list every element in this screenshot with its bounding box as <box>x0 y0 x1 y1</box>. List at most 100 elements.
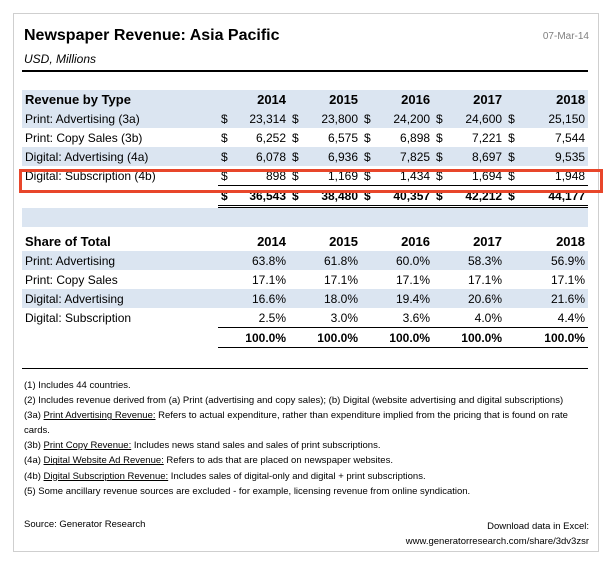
share-value: 63.8% <box>218 251 289 270</box>
footnote-prefix: (4a) <box>24 455 44 467</box>
page-subtitle: USD, Millions <box>24 52 97 66</box>
share-value: 58.3% <box>433 251 505 270</box>
footnote-text: Refers to ads that are placed on newspap… <box>163 455 393 467</box>
footnote-term: Digital Website Ad Revenue: <box>43 455 164 467</box>
footnote-prefix: (2) <box>24 395 39 407</box>
footnote: (4a) Digital Website Ad Revenue: Refers … <box>24 453 584 468</box>
share-value: 60.0% <box>361 251 433 270</box>
footnote-text: Refers to actual expenditure, rather tha… <box>24 410 568 437</box>
currency-symbol: $ <box>289 109 306 128</box>
currency-symbol: $ <box>292 130 299 145</box>
revenue-year-header: 2015 <box>289 90 362 109</box>
currency-symbol: $ <box>433 147 450 166</box>
footnote: (5) Some ancillary revenue sources are e… <box>24 484 584 499</box>
footnote-term: Print Copy Revenue: <box>43 440 132 452</box>
revenue-value: 7,221 <box>472 130 503 145</box>
share-year-header: 2016 <box>401 234 430 249</box>
currency-symbol: $ <box>505 109 522 128</box>
revenue-row: Print: Advertising (3a) $23,314 $23,800 $24… <box>22 109 589 128</box>
revenue-header-row: Revenue by Type 2014 2015 2016 2017 2018 <box>22 90 589 109</box>
revenue-year-header: 2016 <box>361 90 434 109</box>
currency-symbol: $ <box>364 130 371 145</box>
spacer-row <box>22 206 589 227</box>
share-total-value: 100.0% <box>433 327 505 348</box>
revenue-value: 1,434 <box>400 168 431 183</box>
source-label: Source: Generator Research <box>24 519 146 530</box>
footnote: (2) Includes revenue derived from (a) Pr… <box>24 393 584 408</box>
revenue-value: 23,800 <box>305 109 362 128</box>
notes-divider <box>22 368 588 369</box>
download-block: Download data in Excel: www.generatorres… <box>406 519 589 549</box>
share-value: 18.0% <box>289 289 361 308</box>
share-value: 3.6% <box>402 310 430 325</box>
revenue-value: 8,697 <box>449 147 506 166</box>
download-link[interactable]: www.generatorresearch.com/share/3dv3zsr <box>405 536 589 547</box>
revenue-value: 7,825 <box>377 147 434 166</box>
revenue-value: 25,150 <box>521 109 589 128</box>
footnote-term: Print Advertising Revenue: <box>43 410 156 422</box>
revenue-value: 24,200 <box>377 109 434 128</box>
share-value: 56.9% <box>505 251 588 270</box>
footnotes: (1) Includes 44 countries. (2) Includes r… <box>24 378 584 499</box>
revenue-year-header: 2017 <box>433 90 506 109</box>
report-date: 07-Mar-14 <box>542 31 589 42</box>
share-total-value: 100.0% <box>361 327 433 348</box>
revenue-row: Print: Copy Sales (3b) $6,252 $6,575 $6,898… <box>22 128 588 147</box>
revenue-value: 6,078 <box>234 147 290 166</box>
revenue-value: 1,169 <box>328 168 359 183</box>
footnote: (4b) Digital Subscription Revenue: Inclu… <box>24 469 584 484</box>
currency-symbol: $ <box>221 130 228 145</box>
share-value: 17.1% <box>467 272 502 287</box>
revenue-row: Digital: Subscription (4b) $898 $1,169 $1,4… <box>22 166 588 186</box>
revenue-row-label: Digital: Advertising (4a) <box>22 147 218 166</box>
share-table: Share of Total 2014 2015 2016 2017 2018 Print:… <box>22 232 588 348</box>
footnote-term: Digital Subscription Revenue: <box>43 470 169 482</box>
share-row-label: Digital: Subscription <box>25 310 132 325</box>
footnote-prefix: (1) <box>24 380 39 391</box>
revenue-value: 9,535 <box>521 147 589 166</box>
revenue-value: 7,544 <box>555 130 586 145</box>
currency-symbol: $ <box>364 168 371 183</box>
share-total-value: 100.0% <box>505 327 588 348</box>
download-label: Download data in Excel: <box>487 521 589 532</box>
share-value: 17.1% <box>323 272 358 287</box>
share-value: 17.1% <box>395 272 430 287</box>
share-value: 17.1% <box>251 272 286 287</box>
footnote-prefix: (3a) <box>24 410 44 422</box>
footnote-text: Includes news stand sales and sales of p… <box>131 440 381 452</box>
footnote-text: Includes 44 countries. <box>38 380 131 391</box>
digital-subscription-highlight <box>19 169 603 193</box>
footnote-prefix: (3b) <box>24 440 44 452</box>
currency-symbol: $ <box>436 130 443 145</box>
share-total-row: 100.0% 100.0% 100.0% 100.0% 100.0% <box>22 327 588 348</box>
share-total-spacer <box>22 328 218 348</box>
share-value: 19.4% <box>361 289 433 308</box>
currency-symbol: $ <box>433 109 450 128</box>
share-value: 4.0% <box>474 310 502 325</box>
title-divider <box>22 70 588 72</box>
share-row-label: Digital: Advertising <box>22 289 218 308</box>
share-value: 61.8% <box>289 251 361 270</box>
share-row: Digital: Advertising 16.6% 18.0% 19.4% 20.6%… <box>22 289 588 308</box>
share-total-value: 100.0% <box>289 327 361 348</box>
footnote: (1) Includes 44 countries. <box>24 378 584 393</box>
share-value: 20.6% <box>433 289 505 308</box>
revenue-value: 898 <box>265 168 287 183</box>
currency-symbol: $ <box>221 168 228 183</box>
footnote: (3a) Print Advertising Revenue: Refers t… <box>24 408 584 438</box>
share-year-header: 2018 <box>556 234 585 249</box>
share-value: 4.4% <box>557 310 585 325</box>
share-year-header: 2017 <box>473 234 502 249</box>
spacer-cell <box>22 206 589 227</box>
revenue-value: 6,936 <box>305 147 362 166</box>
share-value: 17.1% <box>550 272 585 287</box>
footnote: (3b) Print Copy Revenue: Includes news s… <box>24 438 584 453</box>
footnote-text: Includes revenue derived from (a) Print … <box>38 395 564 407</box>
revenue-value: 6,898 <box>400 130 431 145</box>
revenue-value: 6,575 <box>328 130 359 145</box>
footnote-prefix: (4b) <box>24 470 44 482</box>
currency-symbol: $ <box>508 130 515 145</box>
share-year-header: 2014 <box>257 234 286 249</box>
currency-symbol: $ <box>218 109 234 128</box>
currency-symbol: $ <box>292 168 299 183</box>
